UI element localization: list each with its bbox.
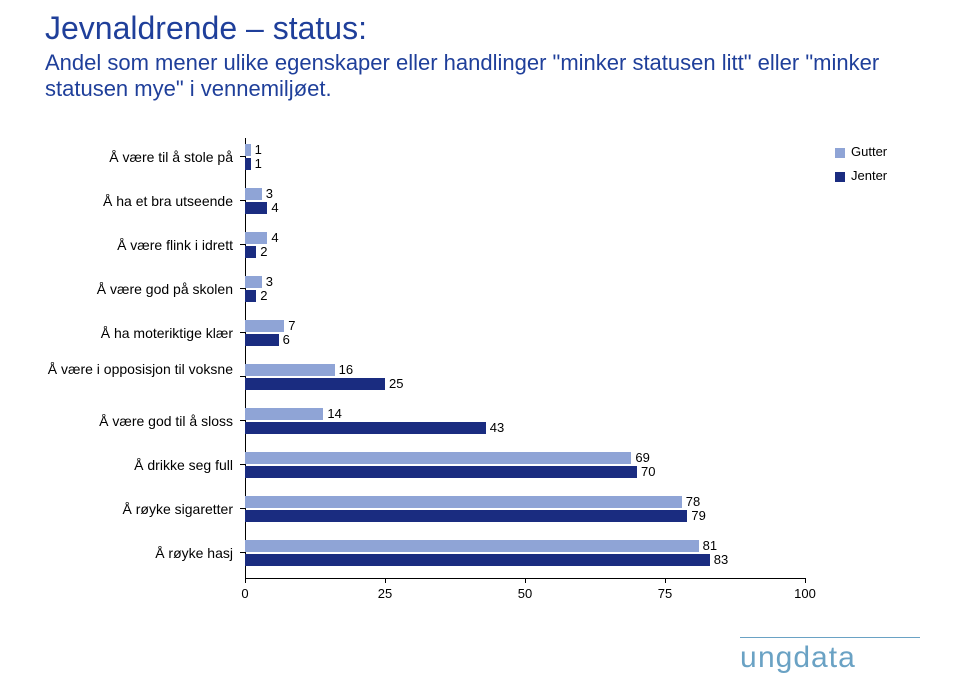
x-tick-label: 75 [650, 586, 680, 601]
y-tick [240, 508, 245, 509]
legend-label: Gutter [851, 144, 887, 159]
y-tick [240, 376, 245, 377]
svg-text:u: u [740, 641, 758, 674]
bar-gutter [245, 408, 323, 420]
bar-gutter [245, 540, 699, 552]
bar-value: 1 [255, 156, 262, 171]
bar-value: 4 [271, 200, 278, 215]
x-tick-label: 50 [510, 586, 540, 601]
bar-gutter [245, 232, 267, 244]
y-tick [240, 200, 245, 201]
bar-gutter [245, 496, 682, 508]
x-tick [385, 578, 386, 583]
bar-value: 69 [635, 450, 649, 465]
bar-jenter [245, 290, 256, 302]
bar-jenter [245, 334, 279, 346]
bar-value: 2 [260, 244, 267, 259]
bar-jenter [245, 202, 267, 214]
bar-jenter [245, 510, 687, 522]
y-tick [240, 332, 245, 333]
bar-gutter [245, 320, 284, 332]
page-subtitle: Andel som mener ulike egenskaper eller h… [45, 50, 960, 103]
legend-swatch [835, 172, 845, 182]
bar-value: 78 [686, 494, 700, 509]
bar-value: 4 [271, 230, 278, 245]
bar-value: 16 [339, 362, 353, 377]
bar-jenter [245, 422, 486, 434]
category-label: Å være i opposisjon til voksne [45, 362, 233, 377]
bar-jenter [245, 246, 256, 258]
category-label: Å være god til å sloss [45, 414, 233, 429]
category-label: Å ha et bra utseende [45, 194, 233, 209]
bar-value: 83 [714, 552, 728, 567]
bar-value: 79 [691, 508, 705, 523]
page-title: Jevnaldrende – status: [45, 10, 367, 47]
x-tick-label: 100 [790, 586, 820, 601]
bar-value: 25 [389, 376, 403, 391]
bar-gutter [245, 452, 631, 464]
bar-jenter [245, 378, 385, 390]
category-label: Å være flink i idrett [45, 238, 233, 253]
legend-label: Jenter [851, 168, 887, 183]
x-tick [805, 578, 806, 583]
x-tick [665, 578, 666, 583]
bar-value: 14 [327, 406, 341, 421]
bar-value: 3 [266, 274, 273, 289]
bar-value: 43 [490, 420, 504, 435]
bar-value: 7 [288, 318, 295, 333]
y-tick [240, 288, 245, 289]
category-label: Å røyke hasj [45, 546, 233, 561]
bar-gutter [245, 364, 335, 376]
legend-swatch [835, 148, 845, 158]
category-label: Å røyke sigaretter [45, 502, 233, 517]
category-label: Å ha moteriktige klær [45, 326, 233, 341]
y-tick [240, 420, 245, 421]
bar-jenter [245, 466, 637, 478]
y-tick [240, 552, 245, 553]
x-tick-label: 25 [370, 586, 400, 601]
brand-logo: u ngdata [740, 637, 920, 680]
legend-item: Jenter [835, 168, 887, 183]
bar-jenter [245, 554, 710, 566]
bar-value: 2 [260, 288, 267, 303]
y-tick [240, 464, 245, 465]
legend-item: Gutter [835, 144, 887, 159]
x-tick [525, 578, 526, 583]
category-label: Å være god på skolen [45, 282, 233, 297]
bar-gutter [245, 144, 251, 156]
x-tick [245, 578, 246, 583]
bar-value: 3 [266, 186, 273, 201]
bar-value: 70 [641, 464, 655, 479]
grouped-bar-chart: 0 25 50 75 100 Å være til å stole på 11 Å ha et… [45, 130, 915, 610]
bar-value: 81 [703, 538, 717, 553]
svg-text:ngdata: ngdata [758, 641, 856, 674]
bar-value: 6 [283, 332, 290, 347]
bar-value: 1 [255, 142, 262, 157]
category-label: Å være til å stole på [45, 150, 233, 165]
bar-jenter [245, 158, 251, 170]
bar-gutter [245, 188, 262, 200]
category-label: Å drikke seg full [45, 458, 233, 473]
y-tick [240, 244, 245, 245]
x-tick-label: 0 [230, 586, 260, 601]
bar-gutter [245, 276, 262, 288]
y-tick [240, 156, 245, 157]
